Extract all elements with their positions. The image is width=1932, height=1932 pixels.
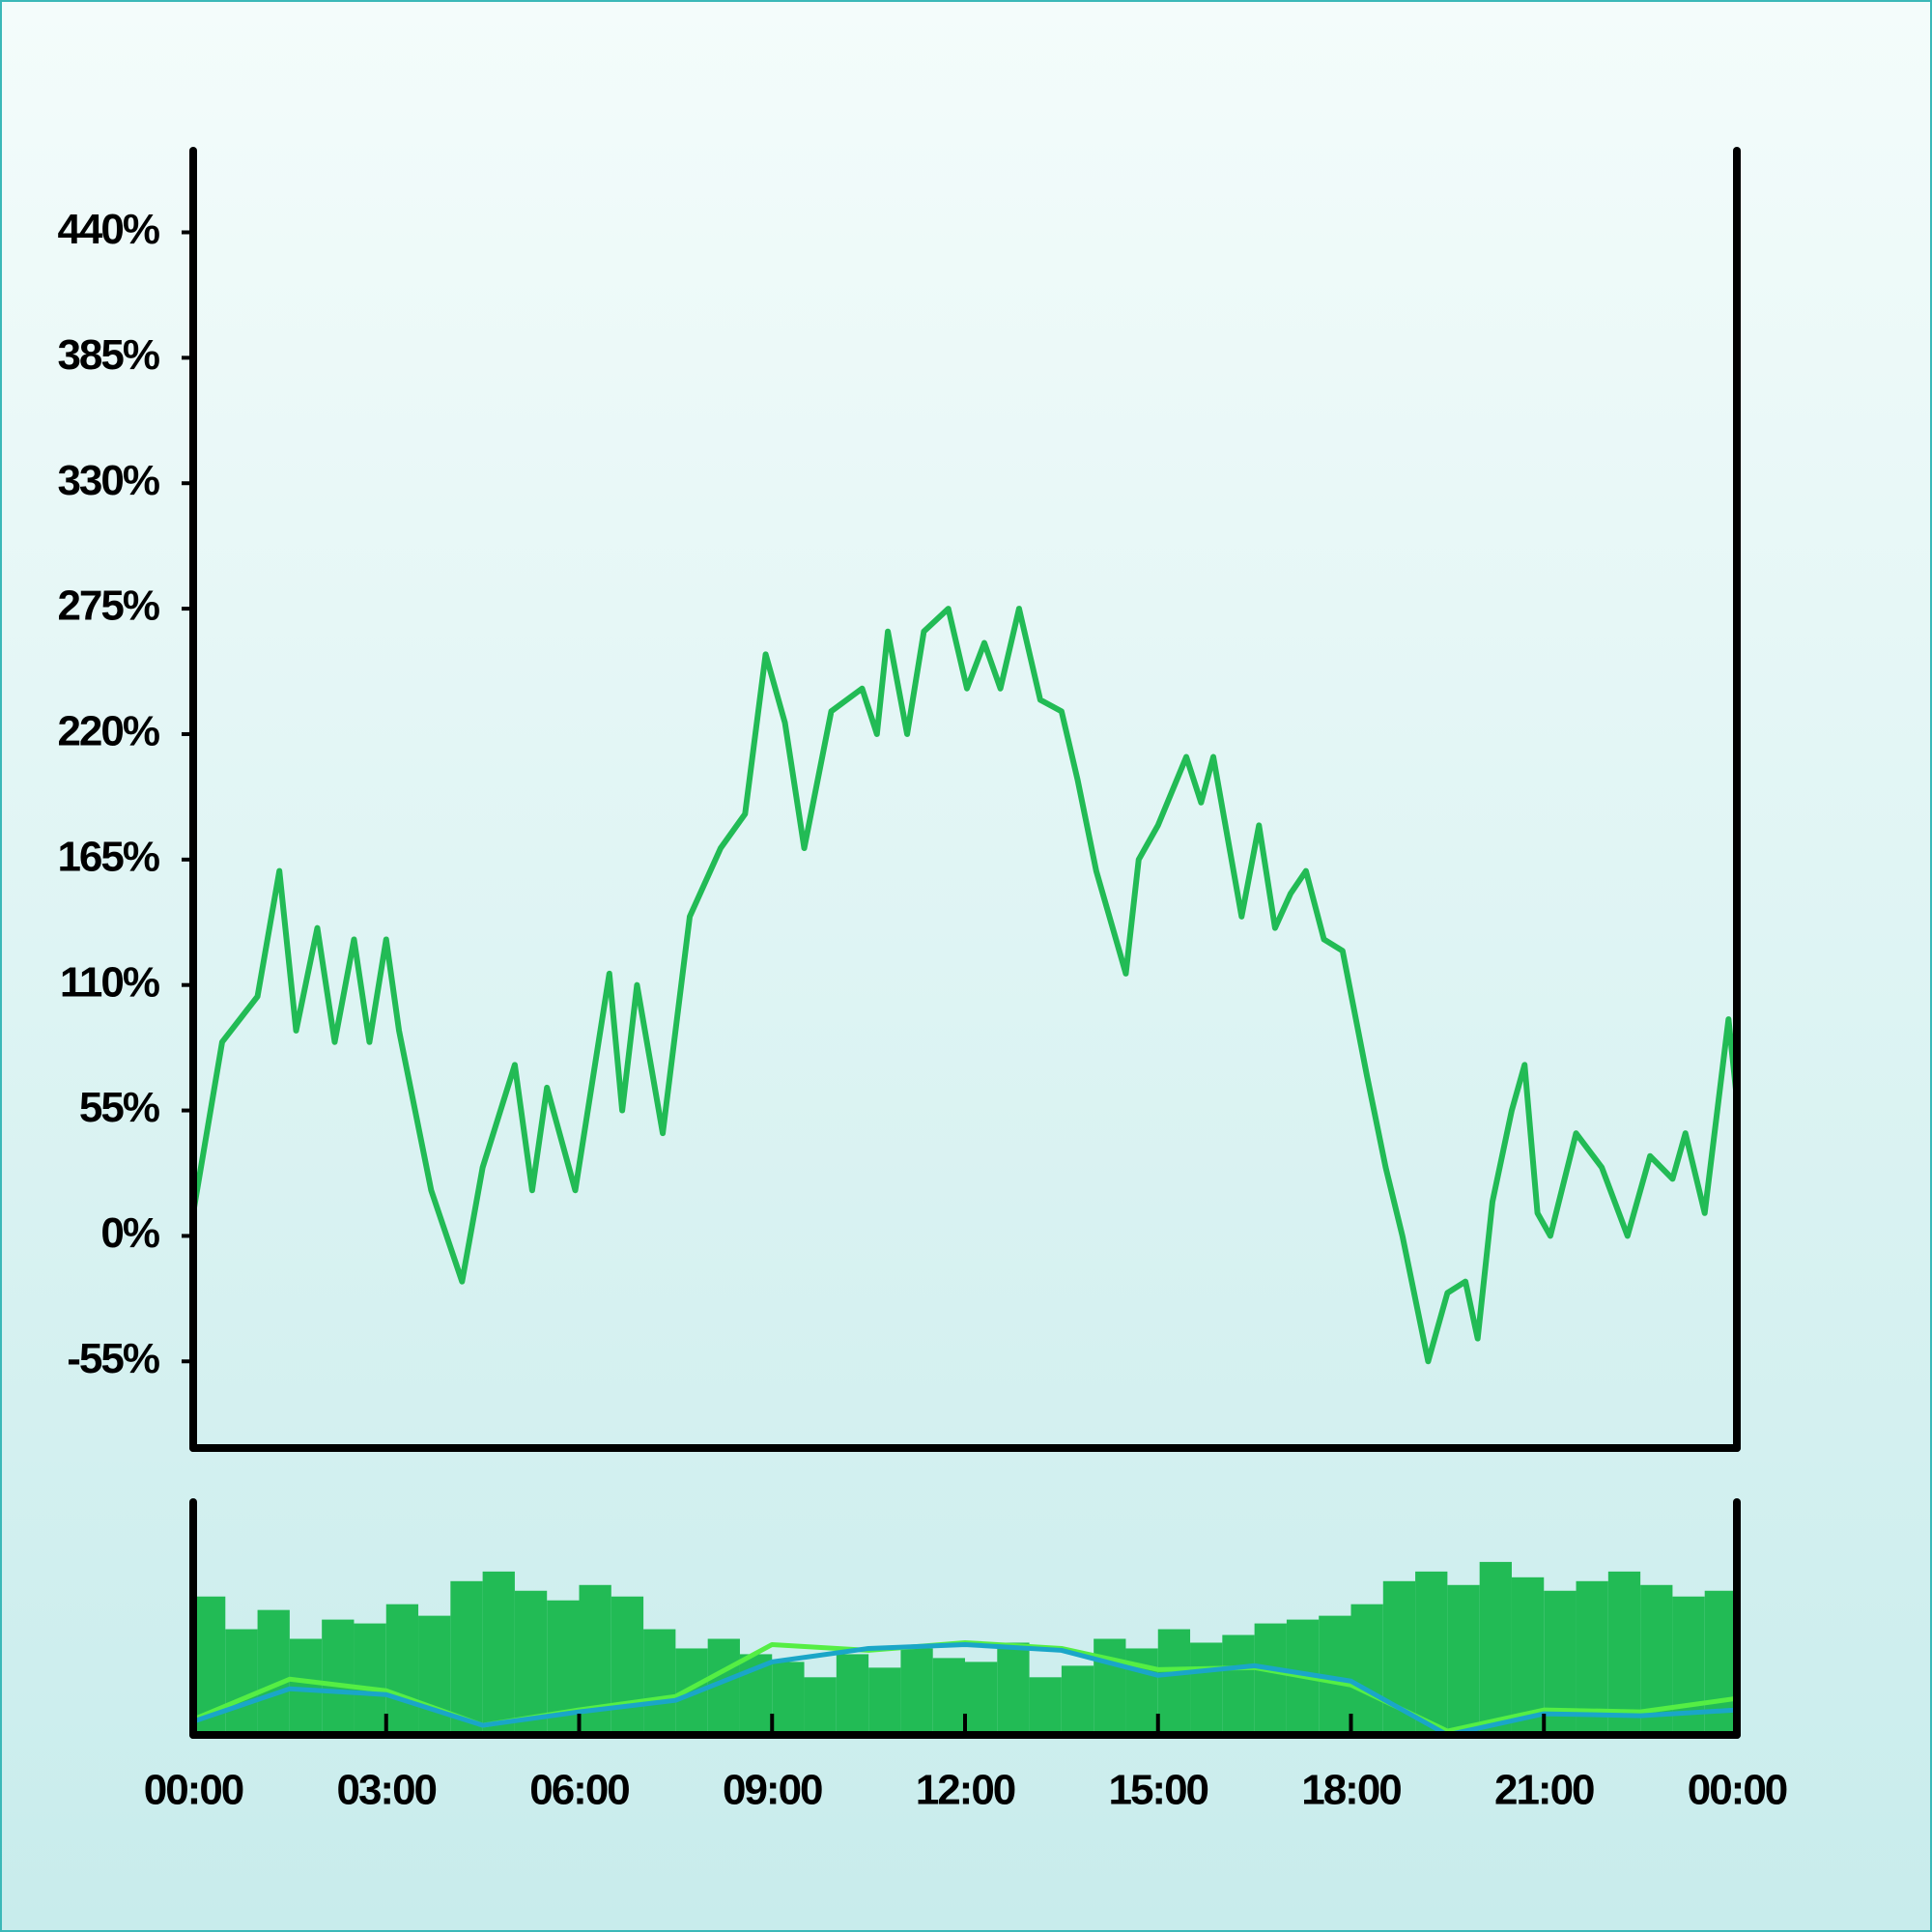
x-tick-label: 21:00	[1494, 1767, 1594, 1814]
volume-bar	[1222, 1634, 1255, 1735]
volume-bar	[836, 1654, 869, 1735]
x-tick-label: 03:00	[336, 1767, 436, 1814]
y-tick-label: 330%	[57, 457, 158, 504]
volume-bar	[804, 1677, 837, 1735]
volume-bar	[1415, 1571, 1448, 1735]
price-line	[190, 606, 1740, 1365]
volume-bar	[997, 1642, 1030, 1735]
volume-bar	[611, 1596, 644, 1735]
y-tick-label: 385%	[57, 331, 158, 379]
x-tick-label: 18:00	[1301, 1767, 1401, 1814]
y-tick-label: 110%	[60, 958, 159, 1006]
x-tick-label: 06:00	[529, 1767, 629, 1814]
volume-bar	[257, 1609, 290, 1735]
y-tick-label: 220%	[57, 708, 158, 755]
volume-bar	[354, 1623, 386, 1735]
y-tick-label: 440%	[57, 206, 158, 253]
volume-bar	[418, 1615, 451, 1735]
x-tick-label: 15:00	[1108, 1767, 1208, 1814]
x-tick-label: 00:00	[144, 1767, 243, 1814]
overview-line	[192, 1641, 1738, 1738]
volume-bar	[1029, 1677, 1062, 1735]
volume-bar	[1190, 1642, 1223, 1735]
volume-bar	[482, 1571, 515, 1735]
volume-bar	[643, 1629, 676, 1735]
volume-bar	[225, 1629, 258, 1735]
volume-bar	[1447, 1584, 1480, 1735]
volume-bar	[1157, 1629, 1191, 1735]
volume-bar	[514, 1590, 548, 1735]
volume-bar	[1607, 1571, 1641, 1735]
y-tick-label: 55%	[79, 1084, 159, 1131]
volume-bar	[1094, 1638, 1126, 1735]
y-tick-label: 0%	[100, 1209, 158, 1257]
volume-bar	[932, 1658, 965, 1735]
volume-bar	[322, 1619, 355, 1735]
volume-bar	[965, 1662, 998, 1735]
y-tick-label: -55%	[67, 1335, 159, 1382]
volume-bar	[1350, 1604, 1383, 1735]
volume-bar	[772, 1662, 805, 1735]
x-tick-label: 09:00	[723, 1767, 822, 1814]
volume-bar	[900, 1648, 933, 1735]
x-tick-label: 12:00	[916, 1767, 1015, 1814]
x-tick-label: 00:00	[1688, 1767, 1787, 1814]
volume-bar	[450, 1580, 483, 1735]
volume-bar	[868, 1667, 901, 1735]
volume-bar	[1479, 1561, 1512, 1735]
y-tick-label: 275%	[57, 582, 158, 630]
y-tick-label: 165%	[57, 833, 158, 880]
volume-bar	[1254, 1623, 1287, 1735]
volume-bar	[385, 1604, 419, 1735]
volume-bar	[1061, 1665, 1094, 1735]
